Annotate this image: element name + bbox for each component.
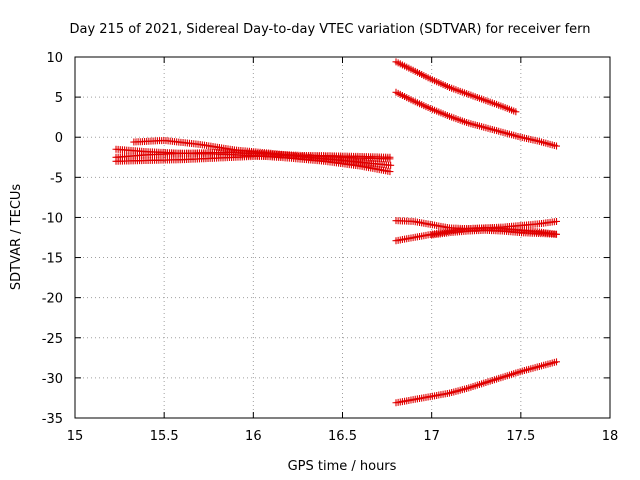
y-tick-label: -10 bbox=[42, 211, 63, 226]
data-point bbox=[512, 108, 520, 116]
grid-lines bbox=[75, 57, 610, 418]
x-tick-label: 17 bbox=[423, 429, 440, 444]
y-tick-label: -25 bbox=[42, 332, 63, 347]
x-tick-label: 15.5 bbox=[150, 429, 179, 444]
y-tick-label: -20 bbox=[42, 292, 63, 307]
data-point bbox=[553, 142, 560, 150]
y-tick-label: -35 bbox=[42, 412, 63, 427]
x-tick-label: 17.5 bbox=[506, 429, 535, 444]
data-point bbox=[386, 153, 394, 161]
y-tick-label: 5 bbox=[55, 91, 63, 106]
series-track-f bbox=[392, 88, 560, 150]
series-track-c bbox=[112, 152, 394, 165]
y-tick-label: 0 bbox=[55, 131, 63, 146]
x-axis-label: GPS time / hours bbox=[288, 459, 397, 474]
y-axis-label: SDTVAR / TECUs bbox=[9, 184, 24, 291]
series-track-e bbox=[392, 58, 520, 116]
x-tick-label: 16.5 bbox=[328, 429, 357, 444]
x-tick-label: 18 bbox=[602, 429, 619, 444]
y-tick-label: -30 bbox=[42, 372, 63, 387]
y-tick-label: -5 bbox=[50, 171, 63, 186]
axis-ticks: 15 15.5 16 16.5 17 17.5 18 10 5 0 -5 -10 -15 -20 -25 -3… bbox=[42, 51, 619, 444]
data-point bbox=[552, 230, 560, 238]
x-tick-label: 15 bbox=[67, 429, 84, 444]
x-tick-label: 16 bbox=[245, 429, 262, 444]
data-point bbox=[553, 358, 560, 366]
series-track-d bbox=[130, 136, 395, 169]
y-tick-label: 10 bbox=[46, 51, 63, 66]
data-point bbox=[386, 168, 394, 176]
series-track-i bbox=[428, 226, 560, 239]
data-point bbox=[387, 161, 395, 169]
y-tick-label: -15 bbox=[42, 252, 63, 267]
series-track-j bbox=[392, 358, 560, 407]
data-series bbox=[112, 58, 560, 407]
chart-title: Day 215 of 2021, Sidereal Day-to-day VTE… bbox=[69, 22, 590, 37]
data-point bbox=[553, 217, 560, 225]
